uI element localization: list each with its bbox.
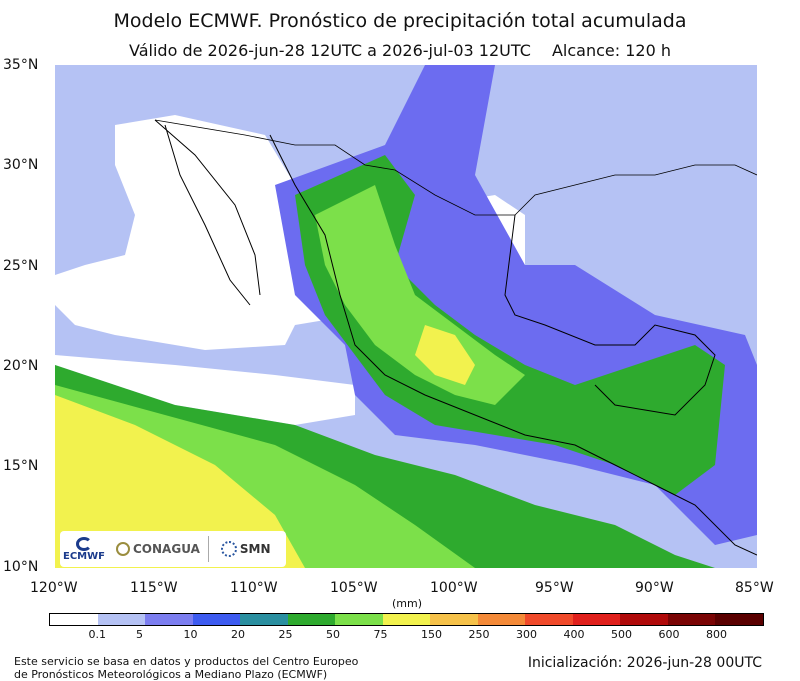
source-note-line-1: Este servicio se basa en datos y product… — [14, 655, 359, 668]
lon-label-90: 90°W — [635, 580, 674, 596]
colorbar-tick-label: 250 — [468, 628, 490, 641]
init-time: Inicialización: 2026-jun-28 00UTC — [527, 655, 762, 671]
colorbar-tick-label: 600 — [658, 628, 680, 641]
colorbar-swatch — [382, 614, 430, 625]
lon-label-110: 110°W — [230, 580, 278, 596]
lon-label-85: 85°W — [735, 580, 774, 596]
map-subtitle: Válido de 2026-jun-28 12UTC a 2026-jul-0… — [0, 41, 800, 60]
colorbar-swatch — [715, 614, 763, 625]
lat-label-30: 30°N — [3, 157, 39, 173]
colorbar-tick-label: 300 — [516, 628, 537, 641]
colorbar-tick-label: 800 — [706, 628, 727, 641]
valid-period: Válido de 2026-jun-28 12UTC a 2026-jul-0… — [129, 41, 531, 60]
lon-label-115: 115°W — [130, 580, 178, 596]
colorbar-tick-label: 400 — [563, 628, 585, 641]
colorbar-swatch — [430, 614, 478, 625]
precip-pacific-yellow — [55, 395, 305, 568]
colorbar-tick-label: 150 — [421, 628, 442, 641]
colorbar-swatch — [50, 614, 98, 625]
gulf-coast — [514, 164, 757, 216]
colorbar-swatch — [525, 614, 573, 625]
colorbar-tick-label: 25 — [278, 628, 293, 641]
precip-mexico-green — [295, 155, 725, 495]
ecmwf-logo: ECMWF — [60, 536, 108, 562]
lon-label-100: 100°W — [430, 580, 478, 596]
colorbar-swatch — [287, 614, 335, 625]
colorbar-swatch — [145, 614, 193, 625]
lat-label-15: 15°N — [3, 458, 39, 474]
colorbar-tick-label: 500 — [611, 628, 632, 641]
conagua-logo: CONAGUA — [108, 542, 200, 556]
logo-divider — [207, 536, 209, 562]
colorbar-swatch — [667, 614, 715, 625]
conagua-mark-icon — [116, 542, 130, 556]
colorbar-swatch — [240, 614, 288, 625]
precip-mexico-yellow — [415, 325, 475, 385]
colorbar-tick-label: 75 — [373, 628, 388, 641]
precip-mexico-light — [315, 185, 525, 405]
coastline — [154, 119, 757, 556]
colorbar-swatch — [620, 614, 668, 625]
colorbar-tick-label: 10 — [183, 628, 198, 641]
colorbar-swatch — [97, 614, 145, 625]
dry-zone — [55, 115, 325, 350]
logo-strip: ECMWF CONAGUA SMN — [60, 531, 286, 567]
colorbar-tick-label: 50 — [326, 628, 340, 641]
conagua-logo-text: CONAGUA — [133, 542, 200, 556]
smn-mark-icon — [220, 541, 237, 557]
us-border — [154, 119, 515, 216]
colorbar-swatch — [335, 614, 383, 625]
colorbar-tick-label: 20 — [231, 628, 245, 641]
colorbar-units: (mm) — [392, 597, 423, 610]
colorbar-tick-label: 0.1 — [88, 628, 107, 641]
smn-logo: SMN — [209, 541, 271, 557]
ecmwf-mark-icon — [76, 536, 92, 551]
colorbar-swatch — [572, 614, 620, 625]
lat-label-20: 20°N — [3, 358, 39, 374]
lon-label-95: 95°W — [535, 580, 574, 596]
lat-label-35: 35°N — [3, 57, 39, 73]
forecast-range: Alcance: 120 h — [551, 41, 671, 60]
lon-label-120: 120°W — [30, 580, 78, 596]
source-note: Este servicio se basa en datos y product… — [14, 655, 358, 681]
colorbar — [49, 613, 764, 626]
colorbar-swatch — [192, 614, 240, 625]
map-title: Modelo ECMWF. Pronóstico de precipitació… — [113, 10, 687, 32]
colorbar-tick-label: 5 — [136, 628, 143, 641]
smn-logo-text: SMN — [239, 542, 271, 556]
colorbar-swatch — [477, 614, 525, 625]
ecmwf-logo-text: ECMWF — [63, 550, 105, 562]
source-note-line-2: de Pronósticos Meteorológicos a Mediano … — [14, 668, 328, 681]
dry-zone-pacific — [55, 355, 355, 425]
lat-label-25: 25°N — [3, 258, 39, 274]
precipitation-map — [55, 65, 757, 568]
lat-label-10: 10°N — [3, 559, 39, 575]
lon-label-105: 105°W — [330, 580, 378, 596]
